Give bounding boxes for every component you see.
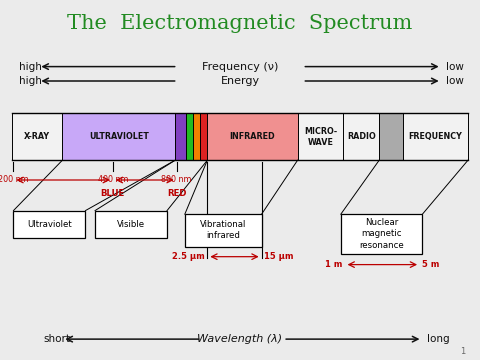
Text: 1 m: 1 m bbox=[325, 260, 342, 269]
Text: INFRARED: INFRARED bbox=[229, 132, 276, 141]
Bar bbox=[379, 113, 403, 160]
Text: Energy: Energy bbox=[220, 76, 260, 86]
Text: 400 nm: 400 nm bbox=[97, 175, 128, 184]
Text: Nuclear
magnetic
resonance: Nuclear magnetic resonance bbox=[359, 219, 404, 249]
Bar bbox=[341, 214, 422, 254]
Text: RADIO: RADIO bbox=[347, 132, 375, 141]
Bar bbox=[403, 113, 468, 160]
Bar bbox=[186, 113, 193, 160]
Text: short: short bbox=[43, 334, 70, 344]
Text: Visible: Visible bbox=[117, 220, 145, 229]
Text: 15 μm: 15 μm bbox=[264, 252, 293, 261]
Text: BLUE: BLUE bbox=[101, 189, 125, 198]
Text: MICRO-
WAVE: MICRO- WAVE bbox=[304, 127, 337, 147]
Bar bbox=[185, 214, 262, 247]
Text: ULTRAVIOLET: ULTRAVIOLET bbox=[89, 132, 149, 141]
Bar bbox=[175, 113, 186, 160]
Text: high: high bbox=[19, 76, 42, 86]
Text: 200 nm: 200 nm bbox=[0, 175, 29, 184]
Text: low: low bbox=[446, 62, 464, 72]
Text: long: long bbox=[427, 334, 450, 344]
Bar bbox=[12, 113, 62, 160]
Bar bbox=[95, 211, 167, 238]
Bar bbox=[298, 113, 343, 160]
Bar bbox=[13, 211, 85, 238]
Text: 2.5 μm: 2.5 μm bbox=[172, 252, 205, 261]
Text: 1: 1 bbox=[461, 346, 466, 356]
Text: 5 m: 5 m bbox=[422, 260, 440, 269]
Text: FREQUENCY: FREQUENCY bbox=[408, 132, 463, 141]
Text: Ultraviolet: Ultraviolet bbox=[27, 220, 72, 229]
Text: Wavelength (λ): Wavelength (λ) bbox=[197, 334, 283, 344]
Text: high: high bbox=[19, 62, 42, 72]
Text: X-RAY: X-RAY bbox=[24, 132, 50, 141]
Text: low: low bbox=[446, 76, 464, 86]
Bar bbox=[207, 113, 298, 160]
Text: 800 nm: 800 nm bbox=[161, 175, 192, 184]
Bar bbox=[343, 113, 379, 160]
Text: Frequency (ν): Frequency (ν) bbox=[202, 62, 278, 72]
Bar bbox=[200, 113, 207, 160]
Text: Vibrational
infrared: Vibrational infrared bbox=[200, 220, 246, 240]
Text: RED: RED bbox=[167, 189, 186, 198]
Bar bbox=[193, 113, 200, 160]
Bar bbox=[62, 113, 175, 160]
Text: The  Electromagnetic  Spectrum: The Electromagnetic Spectrum bbox=[67, 14, 413, 33]
